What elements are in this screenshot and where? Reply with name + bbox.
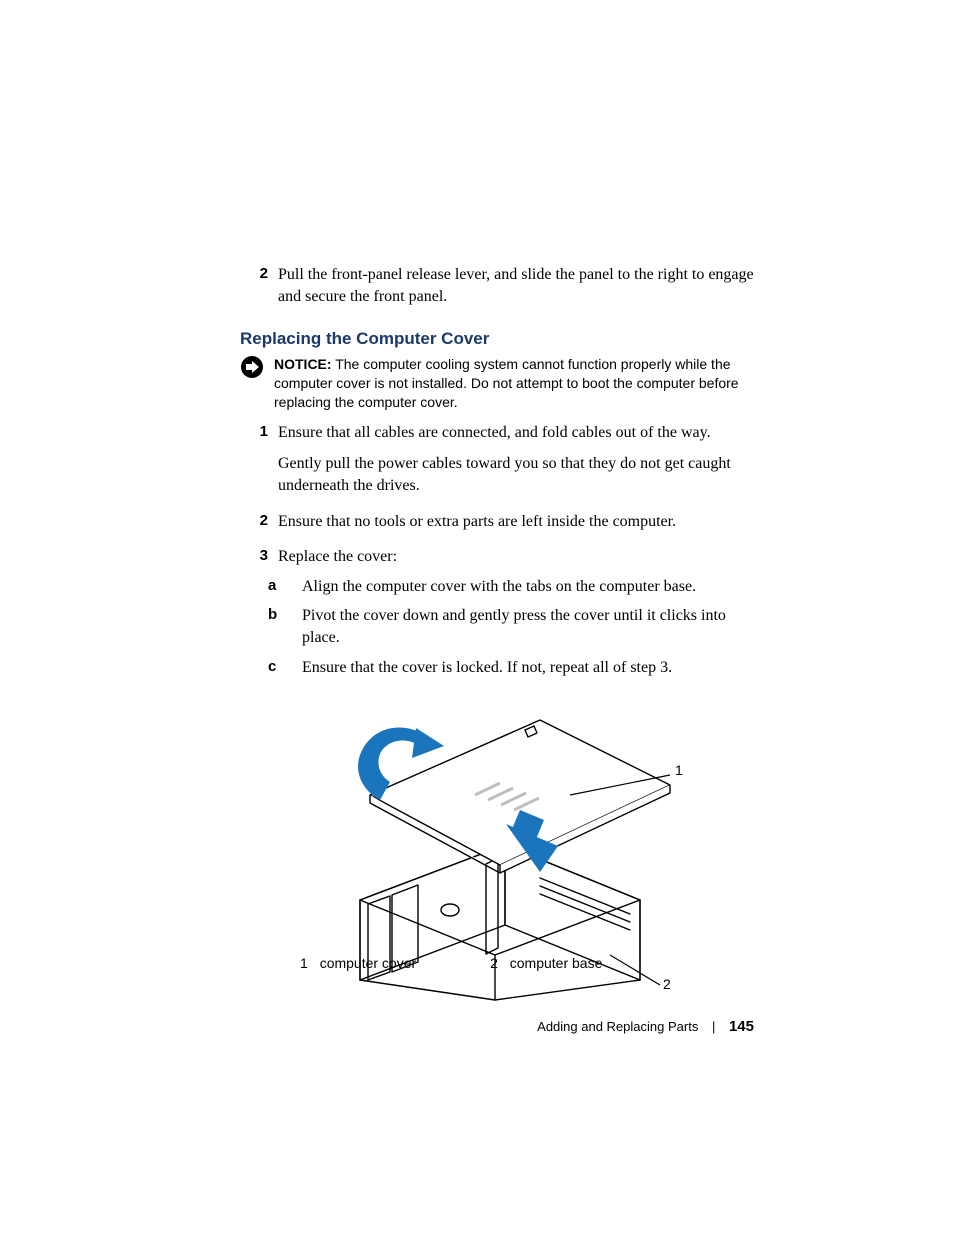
legend-num: 2 <box>490 955 498 971</box>
list-text: Ensure that no tools or extra parts are … <box>278 511 760 533</box>
list-text: Pull the front-panel release lever, and … <box>278 264 760 307</box>
list-number: 1 <box>240 422 278 497</box>
sub-letter: a <box>268 576 302 598</box>
list-number: 3 <box>240 546 278 568</box>
list-item: 2 Pull the front-panel release lever, an… <box>240 264 760 307</box>
legend-label: computer base <box>510 955 603 971</box>
sub-text: Ensure that the cover is locked. If not,… <box>302 657 760 679</box>
legend-item: 2 computer base <box>490 955 602 971</box>
legend-num: 1 <box>300 955 308 971</box>
callout-2: 2 <box>663 976 671 992</box>
footer-section: Adding and Replacing Parts <box>537 1019 698 1034</box>
sub-letter: c <box>268 657 302 679</box>
page-content: 2 Pull the front-panel release lever, an… <box>240 264 760 1010</box>
notice-text: NOTICE: The computer cooling system cann… <box>274 355 760 412</box>
callout-1: 1 <box>675 762 683 778</box>
notice-body: The computer cooling system cannot funct… <box>274 356 739 410</box>
legend-item: 1 computer cover <box>300 955 416 971</box>
list-number: 2 <box>240 264 278 307</box>
sub-text: Align the computer cover with the tabs o… <box>302 576 760 598</box>
notice-label: NOTICE: <box>274 356 332 372</box>
notice-arrow-icon <box>240 355 274 379</box>
page-footer: Adding and Replacing Parts | 145 <box>537 1018 754 1035</box>
list-item: 1 Ensure that all cables are connected, … <box>240 422 760 497</box>
page-number: 145 <box>729 1018 754 1035</box>
sub-list-item: c Ensure that the cover is locked. If no… <box>268 657 760 679</box>
list-text: Replace the cover: <box>278 546 760 568</box>
sub-text: Pivot the cover down and gently press th… <box>302 605 760 648</box>
sub-list-item: b Pivot the cover down and gently press … <box>268 605 760 648</box>
list-item: 2 Ensure that no tools or extra parts ar… <box>240 511 760 533</box>
step-after-text: Gently pull the power cables toward you … <box>278 455 731 494</box>
list-item: 3 Replace the cover: <box>240 546 760 568</box>
legend-label: computer cover <box>320 955 416 971</box>
sub-letter: b <box>268 605 302 648</box>
document-page: 2 Pull the front-panel release lever, an… <box>0 0 954 1235</box>
figure-legend: 1 computer cover 2 computer base <box>300 955 760 971</box>
step-text: Ensure that all cables are connected, an… <box>278 424 711 441</box>
list-text: Ensure that all cables are connected, an… <box>278 422 760 497</box>
footer-separator: | <box>712 1019 715 1034</box>
list-number: 2 <box>240 511 278 533</box>
sub-list-item: a Align the computer cover with the tabs… <box>268 576 760 598</box>
section-heading: Replacing the Computer Cover <box>240 329 760 349</box>
notice-block: NOTICE: The computer cooling system cann… <box>240 355 760 412</box>
